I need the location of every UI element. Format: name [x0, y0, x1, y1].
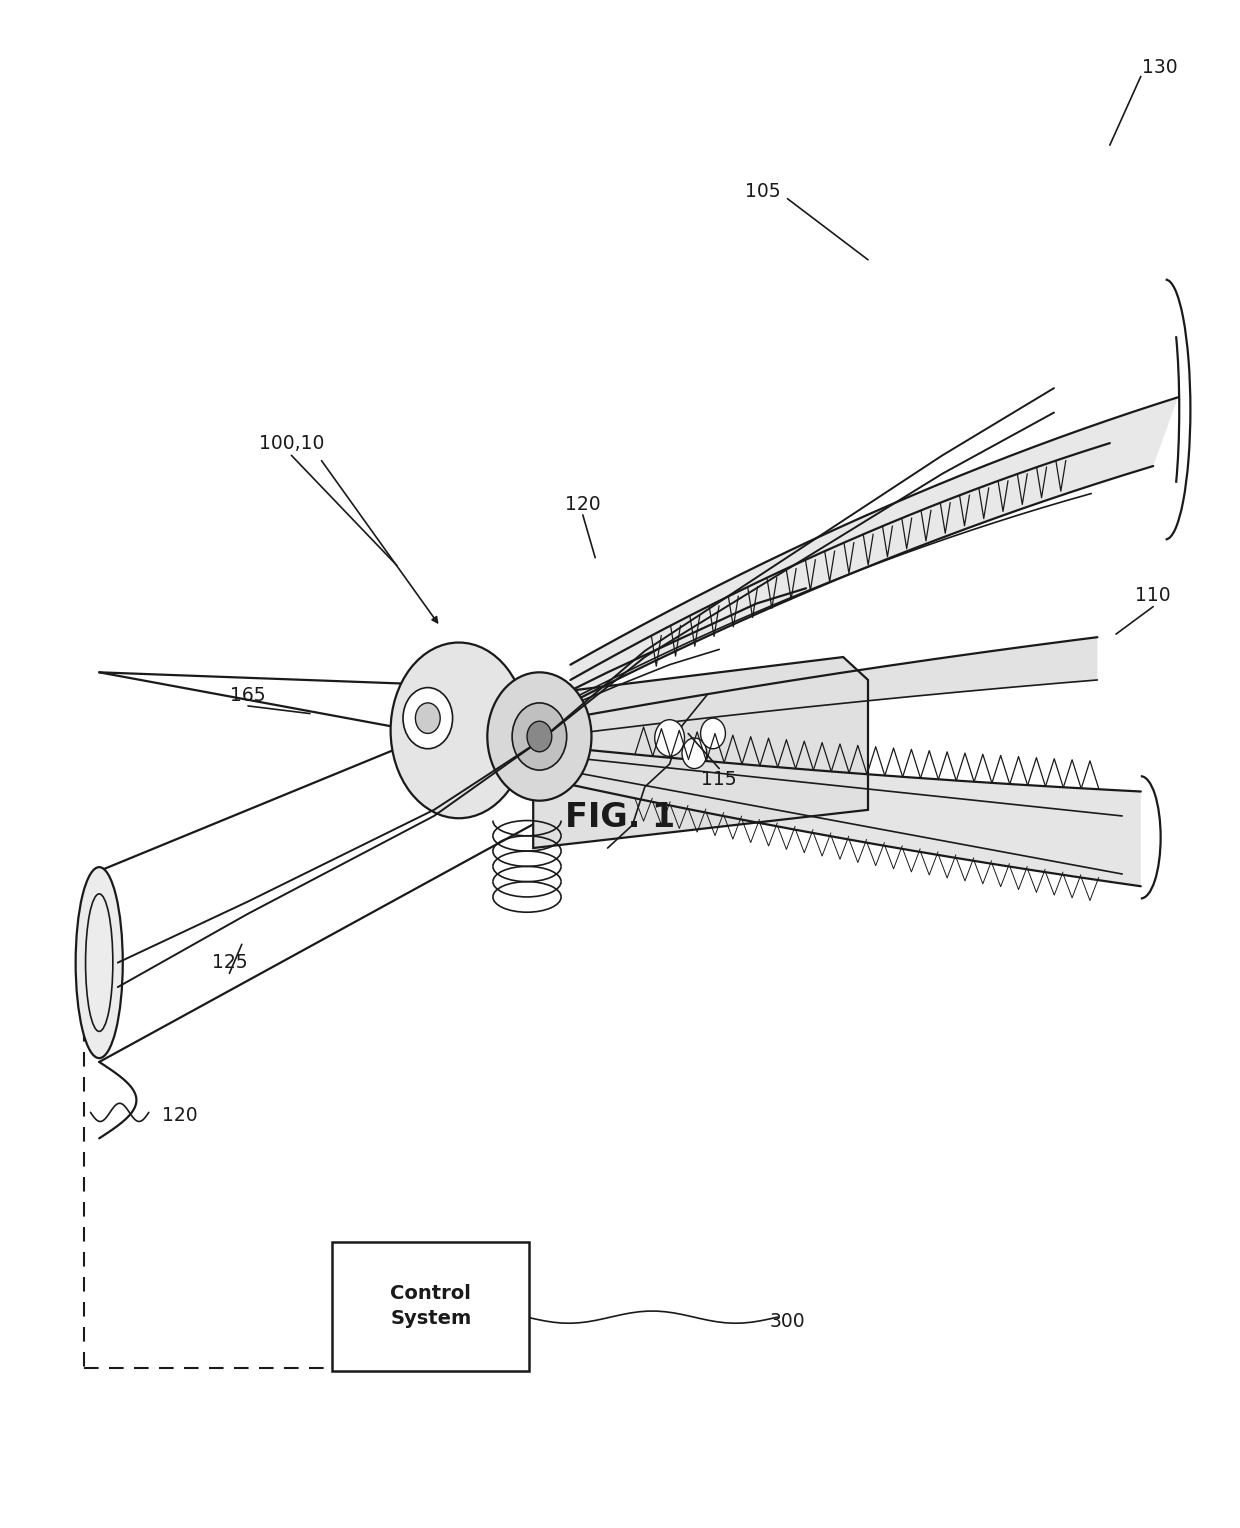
Circle shape	[701, 718, 725, 749]
Text: 120: 120	[162, 1106, 197, 1125]
Polygon shape	[546, 746, 1141, 886]
Text: 105: 105	[745, 182, 780, 200]
Polygon shape	[533, 657, 868, 848]
Ellipse shape	[391, 642, 527, 819]
Polygon shape	[552, 637, 1097, 736]
Text: 125: 125	[212, 953, 247, 972]
Circle shape	[682, 738, 707, 769]
Circle shape	[487, 672, 591, 801]
Text: 110: 110	[1136, 587, 1171, 605]
Ellipse shape	[76, 868, 123, 1059]
Text: 300: 300	[770, 1313, 805, 1331]
Circle shape	[415, 703, 440, 733]
Text: FIG. 1: FIG. 1	[565, 801, 675, 834]
Circle shape	[512, 703, 567, 770]
Circle shape	[655, 720, 684, 756]
Text: 120: 120	[565, 495, 600, 513]
Circle shape	[403, 688, 453, 749]
Text: 100,10: 100,10	[259, 434, 324, 452]
Circle shape	[527, 721, 552, 752]
Text: 165: 165	[231, 686, 265, 704]
Text: 115: 115	[702, 770, 737, 788]
Text: 130: 130	[1142, 58, 1177, 76]
Polygon shape	[570, 397, 1178, 703]
FancyBboxPatch shape	[332, 1242, 529, 1371]
Text: Control
System: Control System	[391, 1285, 471, 1328]
